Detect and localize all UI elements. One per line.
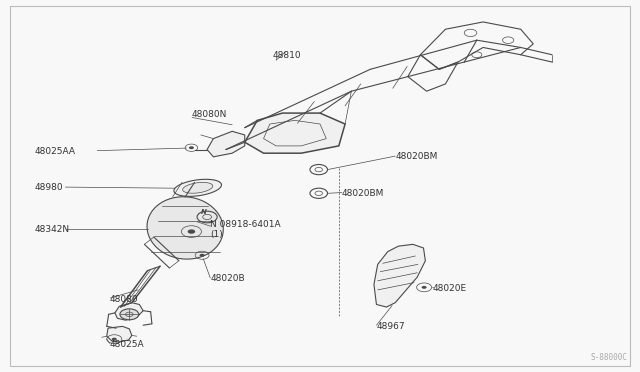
Circle shape	[120, 309, 139, 320]
Text: N 08918-6401A
(1): N 08918-6401A (1)	[211, 220, 281, 240]
Text: 48810: 48810	[273, 51, 301, 60]
Text: 48342N: 48342N	[35, 225, 70, 234]
Polygon shape	[374, 244, 426, 307]
Polygon shape	[244, 113, 345, 153]
Text: 48080: 48080	[110, 295, 138, 304]
Circle shape	[188, 230, 195, 234]
Circle shape	[189, 146, 194, 149]
Text: 48980: 48980	[35, 183, 63, 192]
Text: 48967: 48967	[376, 322, 405, 331]
Polygon shape	[107, 326, 132, 342]
Text: 48020E: 48020E	[433, 283, 467, 292]
Text: 48025AA: 48025AA	[35, 147, 76, 156]
Circle shape	[200, 254, 205, 257]
Polygon shape	[174, 179, 221, 196]
Circle shape	[112, 338, 116, 341]
Circle shape	[422, 286, 427, 289]
Text: S-88000C: S-88000C	[590, 353, 627, 362]
Text: 48020BM: 48020BM	[396, 153, 438, 161]
Text: 48080N: 48080N	[191, 110, 227, 119]
Polygon shape	[115, 303, 143, 320]
Text: N: N	[200, 209, 206, 215]
Text: 48025A: 48025A	[110, 340, 145, 349]
Text: 48020BM: 48020BM	[342, 189, 385, 198]
Text: 48020B: 48020B	[211, 275, 245, 283]
Polygon shape	[147, 197, 223, 259]
Polygon shape	[207, 131, 244, 157]
Polygon shape	[182, 182, 212, 193]
